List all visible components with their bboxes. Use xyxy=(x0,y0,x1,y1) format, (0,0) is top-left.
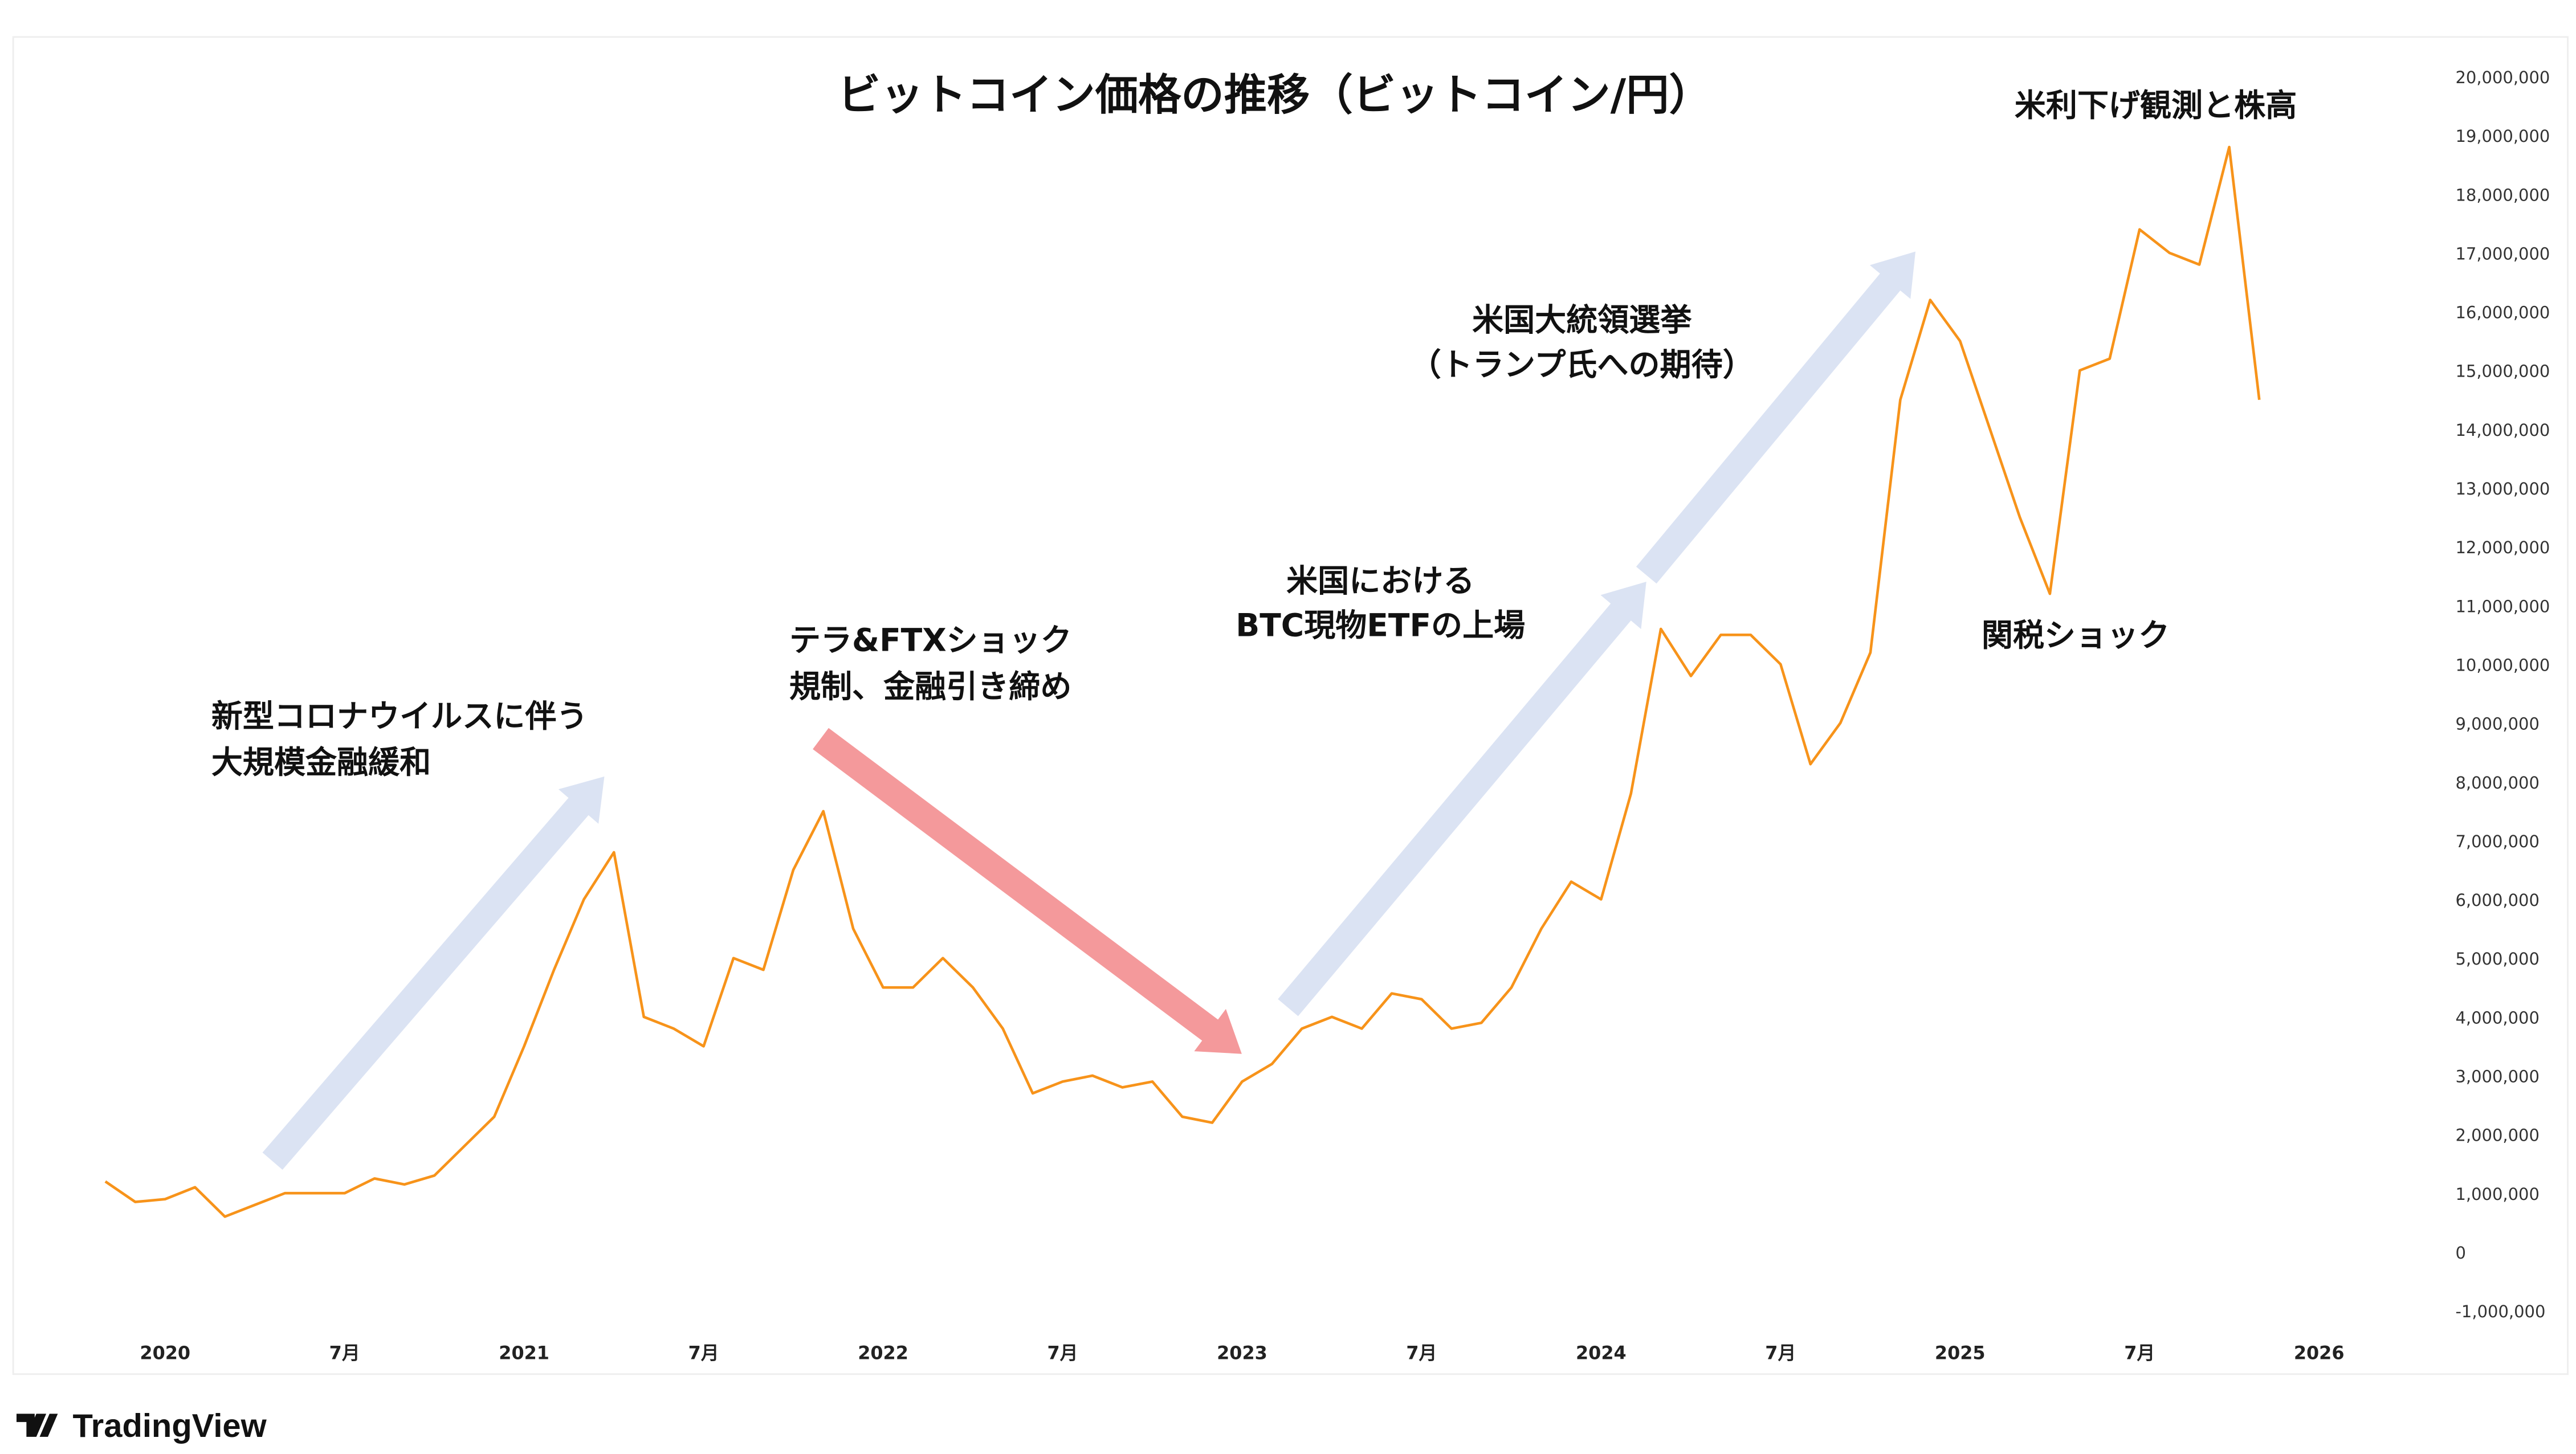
x-tick-label: 2020 xyxy=(140,1342,190,1364)
y-tick-label: 14,000,000 xyxy=(2455,420,2550,440)
y-axis: 20,000,000 19,000,000 18,000,000 17,000,000… xyxy=(2455,68,2550,1321)
x-tick-label: 2024 xyxy=(1576,1342,1627,1364)
y-tick-label: 5,000,000 xyxy=(2455,949,2539,969)
x-tick-label: 7月 xyxy=(688,1342,719,1364)
svg-text:米国における: 米国における xyxy=(1286,562,1474,599)
svg-text:新型コロナウイルスに伴う: 新型コロナウイルスに伴う xyxy=(211,698,588,734)
y-tick-label: 15,000,000 xyxy=(2455,362,2550,381)
x-tick-label: 7月 xyxy=(1047,1342,1078,1364)
y-tick-label: 20,000,000 xyxy=(2455,68,2550,87)
y-tick-label: 18,000,000 xyxy=(2455,185,2550,205)
x-tick-label: 7月 xyxy=(2124,1342,2155,1364)
y-tick-label: 6,000,000 xyxy=(2455,891,2539,910)
y-tick-label: 1,000,000 xyxy=(2455,1185,2539,1204)
x-tick-label: 2025 xyxy=(1935,1342,1986,1364)
y-tick-label: 8,000,000 xyxy=(2455,773,2539,793)
y-tick-label: 4,000,000 xyxy=(2455,1008,2539,1027)
svg-text:大規模金融緩和: 大規模金融緩和 xyxy=(211,744,431,781)
x-tick-label: 2022 xyxy=(858,1342,908,1364)
y-tick-label: 12,000,000 xyxy=(2455,538,2550,557)
y-tick-label: 13,000,000 xyxy=(2455,479,2550,499)
y-tick-label: 10,000,000 xyxy=(2455,655,2550,675)
up-arrow xyxy=(262,776,605,1170)
annotation-covid: 新型コロナウイルスに伴う 大規模金融緩和 xyxy=(211,698,588,781)
y-tick-label: 11,000,000 xyxy=(2455,597,2550,616)
chart-title: ビットコイン価格の推移（ビットコイン/円） xyxy=(838,70,1712,120)
x-tick-label: 7月 xyxy=(329,1342,360,1364)
y-tick-label: 0 xyxy=(2455,1243,2465,1263)
annotation-rate-cut: 米利下げ観測と株高 xyxy=(2015,87,2297,124)
svg-text:BTC現物ETFの上場: BTC現物ETFの上場 xyxy=(1236,607,1525,644)
trend-arrows xyxy=(262,251,1916,1170)
svg-text:テラ&FTXショック: テラ&FTXショック xyxy=(789,622,1072,659)
y-tick-label: 7,000,000 xyxy=(2455,832,2539,851)
y-tick-label: 16,000,000 xyxy=(2455,303,2550,322)
x-axis: 2020 7月 2021 7月 2022 7月 2023 7月 2024 7月 2025 7月 2026 xyxy=(140,1342,2344,1364)
x-tick-label: 7月 xyxy=(1406,1342,1437,1364)
x-tick-label: 7月 xyxy=(1765,1342,1796,1364)
y-tick-label: 9,000,000 xyxy=(2455,714,2539,734)
annotation-terra-ftx: テラ&FTXショック 規制、金融引き締め xyxy=(789,622,1072,705)
x-tick-label: 2023 xyxy=(1217,1342,1267,1364)
annotation-tariff: 関税ショック xyxy=(1982,617,2170,654)
price-line xyxy=(104,145,2261,1218)
y-tick-label: -1,000,000 xyxy=(2455,1302,2545,1321)
y-tick-label: 2,000,000 xyxy=(2455,1126,2539,1145)
up-arrow xyxy=(1636,251,1916,584)
tradingview-logo-icon xyxy=(16,1414,58,1437)
x-tick-label: 2026 xyxy=(2294,1342,2345,1364)
svg-text:（トランプ氏への期待）: （トランプ氏への期待） xyxy=(1410,346,1754,383)
y-tick-label: 17,000,000 xyxy=(2455,244,2550,263)
up-arrow xyxy=(1278,582,1646,1016)
svg-text:米国大統領選挙: 米国大統領選挙 xyxy=(1472,302,1692,338)
annotation-etf: 米国における BTC現物ETFの上場 xyxy=(1236,562,1525,643)
svg-text:規制、金融引き締め: 規制、金融引き締め xyxy=(789,668,1071,705)
y-tick-label: 3,000,000 xyxy=(2455,1067,2539,1087)
svg-text:TradingView: TradingView xyxy=(72,1408,267,1444)
tradingview-logo: TradingView xyxy=(16,1408,267,1444)
x-tick-label: 2021 xyxy=(499,1342,549,1364)
annotation-election: 米国大統領選挙 （トランプ氏への期待） xyxy=(1410,302,1754,383)
chart-frame xyxy=(12,36,2569,1375)
y-tick-label: 19,000,000 xyxy=(2455,126,2550,146)
down-arrow xyxy=(813,728,1242,1054)
